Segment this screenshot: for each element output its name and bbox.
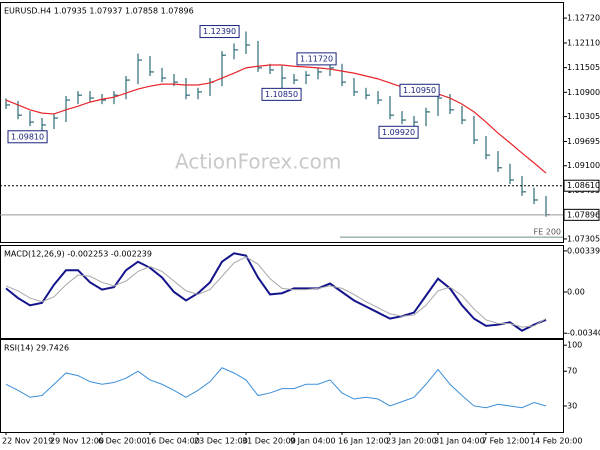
x-tick-label: 29 Nov 12:00 xyxy=(50,437,104,446)
annotation-label: 1.11720 xyxy=(300,54,333,63)
x-tick-label: 14 Feb 20:00 xyxy=(530,437,582,446)
annotation-label: 1.10950 xyxy=(403,86,436,95)
annotation-box xyxy=(378,125,419,139)
level-box xyxy=(563,208,600,221)
y-tick-label: 1.12110 xyxy=(567,38,600,47)
panel-title: RSI(14) 29.7426 xyxy=(4,344,69,353)
y-tick-label: 1.10305 xyxy=(567,112,600,121)
x-tick-label: 23 Dec 12:00 xyxy=(194,437,248,446)
series-line xyxy=(5,252,547,332)
y-tick-label: 1.10900 xyxy=(567,88,600,97)
x-tick-label: 31 Dec 20:00 xyxy=(242,437,296,446)
x-tick-label: 9 Jan 04:00 xyxy=(290,437,336,446)
moving-average xyxy=(5,64,547,174)
panel-frame xyxy=(0,2,564,243)
y-tick-label: 1.09100 xyxy=(567,161,600,170)
level-label: 1.07896 xyxy=(567,210,600,219)
annotation-label: 1.09810 xyxy=(11,132,44,141)
series-line xyxy=(5,256,547,328)
series-line xyxy=(5,367,547,409)
panel-title: MACD(12,26,9) -0.002253 -0.002239 xyxy=(4,250,152,259)
annotation-label: 1.09920 xyxy=(382,128,415,137)
y-tick-label: 1.12720 xyxy=(567,14,600,23)
y-tick-label: 100 xyxy=(567,341,582,350)
x-tick-label: 16 Jan 12:00 xyxy=(338,437,389,446)
y-tick-label: 1.07305 xyxy=(567,234,600,243)
x-tick-label: 31 Jan 04:00 xyxy=(434,437,485,446)
x-tick-label: 22 Nov 2019 xyxy=(2,437,53,446)
annotation-box xyxy=(296,52,337,66)
panel-frame xyxy=(0,339,564,433)
watermark: ActionForex.com xyxy=(175,150,341,174)
fe-label: FE 200 xyxy=(534,228,561,237)
y-tick-label: 1.11505 xyxy=(567,63,600,72)
annotation-box xyxy=(7,130,48,144)
level-label: 1.08610 xyxy=(567,181,600,190)
x-tick-label: 6 Dec 20:00 xyxy=(98,437,147,446)
annotation-label: 1.12390 xyxy=(203,27,236,36)
x-tick-label: 23 Jan 20:00 xyxy=(386,437,437,446)
y-tick-label: -0.003404 xyxy=(567,329,600,338)
y-tick-label: 30 xyxy=(567,401,577,410)
annotation-box xyxy=(261,87,302,101)
y-tick-label: 0.003396 xyxy=(567,246,600,255)
y-tick-label: 1.09695 xyxy=(567,137,600,146)
annotation-box xyxy=(399,83,440,97)
y-tick-label: 0.00 xyxy=(567,288,585,297)
annotation-label: 1.10850 xyxy=(265,90,298,99)
x-tick-label: 16 Dec 04:00 xyxy=(146,437,200,446)
panel-title: EURUSD.H4 1.07935 1.07937 1.07858 1.0789… xyxy=(4,7,194,16)
x-tick-label: 7 Feb 12:00 xyxy=(482,437,529,446)
level-box xyxy=(563,179,600,192)
annotation-box xyxy=(199,25,240,39)
y-tick-label: 70 xyxy=(567,367,577,376)
